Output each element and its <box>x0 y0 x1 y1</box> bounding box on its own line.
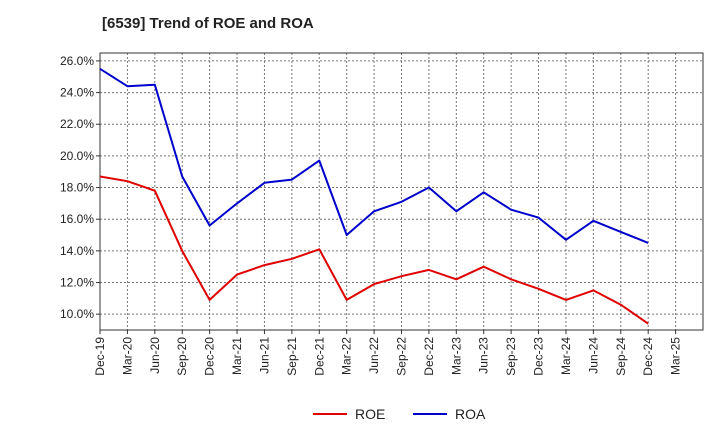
x-tick-label: Sep-21 <box>285 337 299 376</box>
y-tick-label: 22.0% <box>60 117 94 131</box>
x-tick-label: Dec-20 <box>203 337 217 376</box>
x-tick-label: Mar-25 <box>669 337 683 375</box>
x-tick-label: Sep-22 <box>395 337 409 376</box>
y-tick-label: 10.0% <box>60 307 94 321</box>
x-tick-label: Mar-20 <box>120 337 134 375</box>
x-axis-ticks: Dec-19 Mar-20 Jun-20 Sep-20 Dec-20 Mar-21 Jun-… <box>93 330 683 376</box>
x-tick-label: Sep-24 <box>614 337 628 376</box>
series-line-roa <box>99 67 649 244</box>
x-tick-label: Dec-19 <box>93 337 107 376</box>
x-tick-label: Sep-23 <box>504 337 518 376</box>
x-tick-label: Dec-23 <box>532 337 546 376</box>
x-tick-label: Dec-21 <box>312 337 326 376</box>
x-tick-label: Dec-22 <box>422 337 436 376</box>
x-tick-label: Jun-21 <box>257 337 271 374</box>
x-tick-label: Mar-23 <box>449 337 463 375</box>
x-tick-label: Dec-24 <box>641 337 655 376</box>
x-tick-label: Mar-24 <box>559 337 573 375</box>
legend-label-roe: ROE <box>355 406 385 422</box>
y-tick-label: 20.0% <box>60 149 94 163</box>
y-tick-label: 14.0% <box>60 244 94 258</box>
chart-title: [6539] Trend of ROE and ROA <box>102 15 314 32</box>
legend-label-roa: ROA <box>455 406 486 422</box>
series-lines <box>99 67 649 325</box>
y-tick-label: 12.0% <box>60 276 94 290</box>
y-tick-label: 26.0% <box>60 54 94 68</box>
y-axis-ticks: 10.0% 12.0% 14.0% 16.0% 18.0% 20.0% 22.0% 24.0%… <box>60 54 100 321</box>
x-tick-label: Mar-21 <box>230 337 244 375</box>
x-tick-label: Jun-20 <box>148 337 162 374</box>
x-tick-label: Mar-22 <box>340 337 354 375</box>
x-tick-label: Jun-24 <box>586 337 600 374</box>
y-tick-label: 16.0% <box>60 212 94 226</box>
x-tick-label: Jun-22 <box>367 337 381 374</box>
y-tick-label: 18.0% <box>60 181 94 195</box>
x-tick-label: Sep-20 <box>175 337 189 376</box>
x-tick-label: Jun-23 <box>477 337 491 374</box>
legend: ROE ROA <box>313 406 486 422</box>
series-line-roe <box>99 175 649 325</box>
y-tick-label: 24.0% <box>60 86 94 100</box>
